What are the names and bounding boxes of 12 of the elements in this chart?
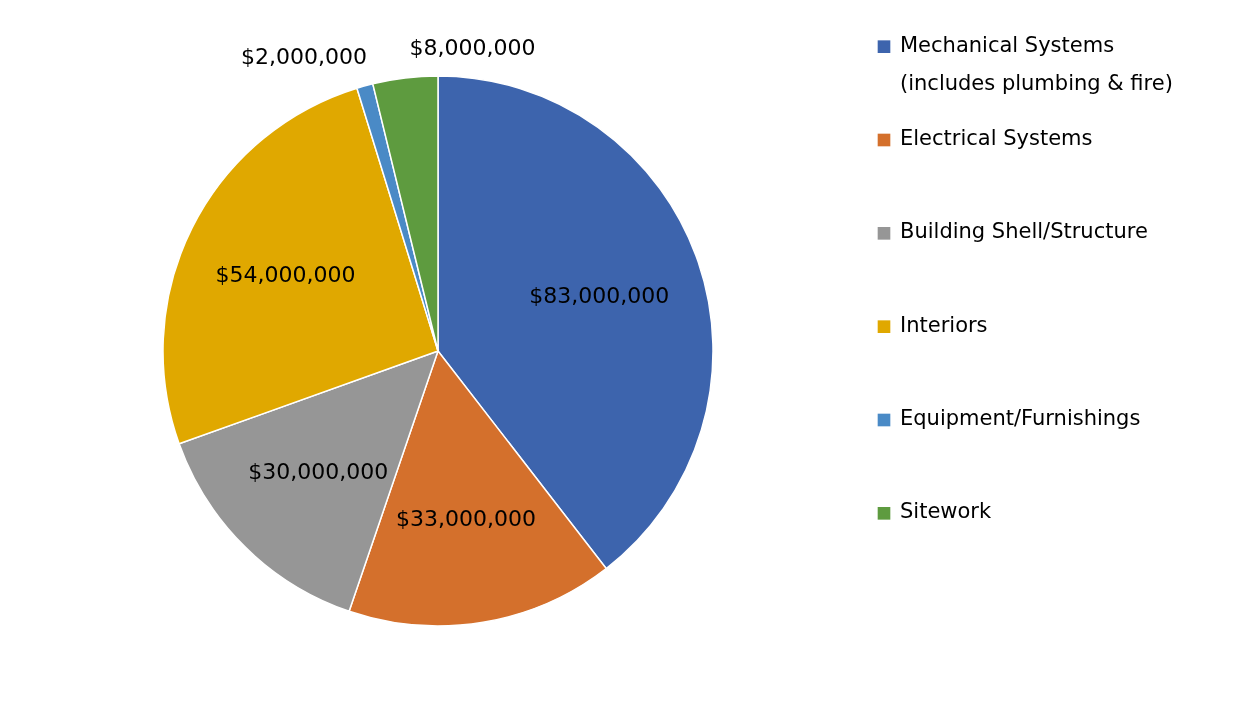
legend-label: Sitework: [900, 499, 992, 524]
legend-label: Electrical Systems: [900, 126, 1093, 150]
data-label: $2,000,000: [241, 43, 367, 69]
data-label: $30,000,000: [248, 459, 389, 485]
legend-label: Mechanical Systems (includes plumbing & fire): [900, 32, 1173, 95]
legend-label: Building Shell/Structure: [900, 219, 1148, 244]
legend-label: Interiors: [900, 312, 988, 337]
data-label: $54,000,000: [215, 261, 356, 287]
data-label: $33,000,000: [395, 506, 536, 532]
data-label: $83,000,000: [529, 282, 670, 308]
data-label: $8,000,000: [409, 35, 536, 61]
legend-label: Equipment/Furnishings: [900, 406, 1141, 430]
